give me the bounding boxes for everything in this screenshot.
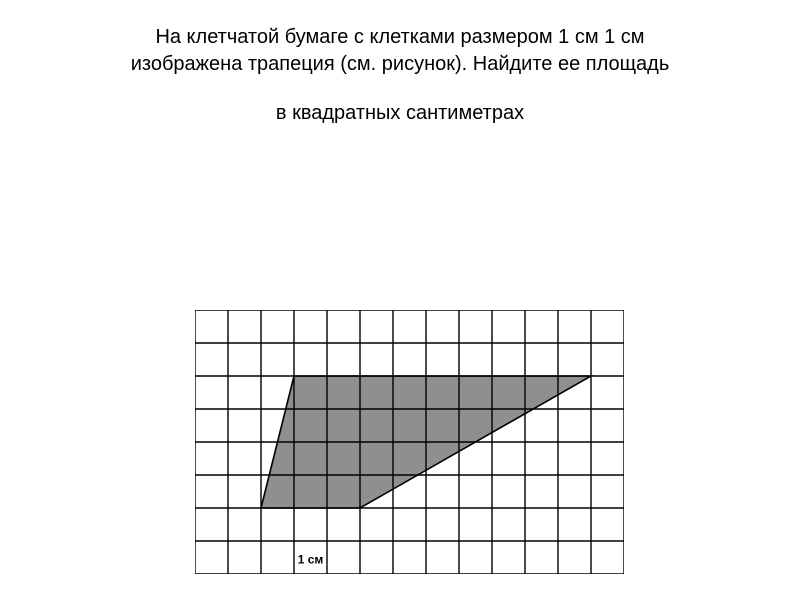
- problem-line-2: изображена трапеция (см. рисунок). Найди…: [0, 51, 800, 78]
- figure: 1 см: [195, 310, 624, 574]
- page: На клетчатой бумаге с клетками размером …: [0, 0, 800, 600]
- grid-svg: 1 см: [195, 310, 624, 574]
- problem-line-1: На клетчатой бумаге с клетками размером …: [0, 24, 800, 51]
- scale-label: 1 см: [298, 552, 324, 566]
- problem-text: На клетчатой бумаге с клетками размером …: [0, 24, 800, 127]
- problem-line-3: в квадратных сантиметрах: [0, 100, 800, 127]
